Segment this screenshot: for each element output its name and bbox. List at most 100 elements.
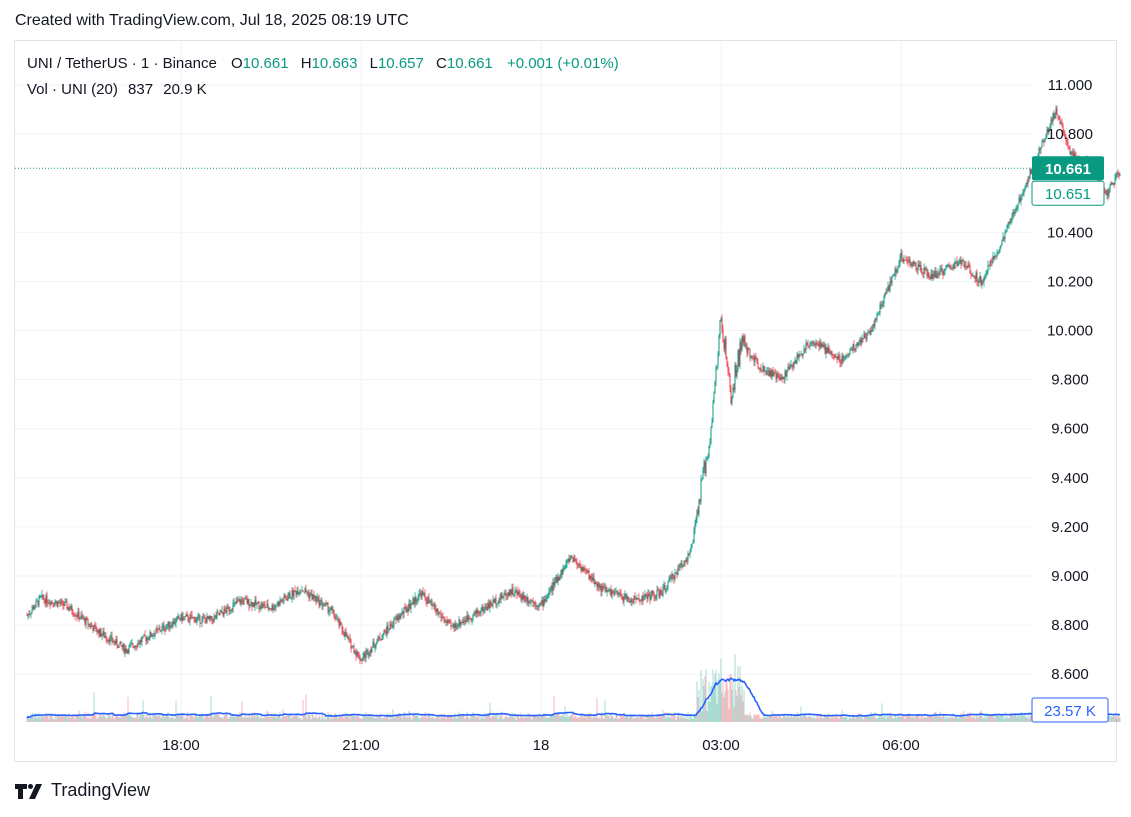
legend-volume-label[interactable]: Vol · UNI (20) — [27, 81, 118, 98]
candle-body — [72, 612, 74, 615]
volume-bar — [949, 715, 951, 722]
volume-bar — [338, 715, 340, 722]
volume-bar — [1115, 715, 1117, 722]
volume-bar — [344, 712, 346, 722]
volume-bar — [468, 718, 470, 722]
volume-bar — [547, 718, 549, 722]
volume-bar — [120, 715, 122, 722]
candle-body — [392, 624, 394, 628]
candle-body — [207, 616, 209, 620]
candle-body — [299, 590, 301, 593]
candle-body — [766, 371, 768, 375]
volume-bar — [135, 717, 137, 722]
legend-low-value: 10.657 — [377, 55, 424, 72]
candle-body — [120, 641, 122, 646]
candle-body — [37, 600, 39, 606]
candle-body — [783, 377, 785, 380]
candle-body — [154, 633, 156, 637]
volume-bar — [538, 712, 540, 722]
volume-bar — [899, 717, 901, 722]
volume-bar — [502, 719, 504, 722]
volume-bar — [738, 686, 740, 722]
volume-bar — [158, 715, 160, 722]
volume-bar — [908, 713, 910, 722]
candle-body — [38, 596, 40, 606]
volume-bar — [225, 712, 227, 722]
volume-bar — [125, 713, 127, 722]
volume-bar — [269, 717, 271, 722]
candle-body — [985, 274, 987, 277]
candle-body — [475, 609, 477, 614]
candle-body — [872, 323, 874, 332]
volume-bar — [922, 718, 924, 722]
candle-body — [688, 553, 690, 555]
candle-body — [927, 273, 929, 277]
candle-body — [241, 599, 243, 601]
volume-bar — [665, 718, 667, 722]
candle-body — [386, 625, 388, 635]
volume-bar — [59, 716, 61, 722]
last-price-badge — [1032, 156, 1104, 181]
volume-bar — [912, 716, 914, 722]
candle-body — [873, 323, 875, 326]
candle-body — [346, 635, 348, 637]
candle-body — [472, 614, 474, 619]
candle-body — [484, 606, 486, 611]
volume-bar — [570, 714, 572, 722]
volume-bar — [478, 714, 480, 722]
candle-body — [902, 258, 904, 262]
volume-bar — [439, 718, 441, 722]
volume-bar — [296, 715, 298, 722]
volume-bar — [581, 713, 583, 722]
volume-bar — [84, 711, 86, 722]
candle-body — [945, 265, 947, 269]
candle-body — [756, 357, 758, 363]
candle-body — [328, 610, 330, 613]
candle-body — [658, 590, 660, 597]
volume-bar — [699, 708, 701, 722]
volume-bar — [491, 716, 493, 722]
volume-bar — [524, 717, 526, 722]
volume-bar — [837, 717, 839, 722]
volume-bar — [386, 713, 388, 722]
x-axis: 18:00 21:00 18 03:00 06:00 — [162, 737, 920, 754]
candle-body — [960, 259, 962, 265]
candle-body — [1107, 189, 1109, 196]
candle-body — [324, 603, 326, 606]
volume-bar — [430, 718, 432, 722]
chart-pane[interactable] — [14, 40, 1117, 762]
volume-bar — [230, 714, 232, 722]
candle-body — [835, 356, 837, 358]
candle-body — [957, 263, 959, 267]
volume-bar — [644, 715, 646, 722]
candle-body — [706, 458, 708, 460]
volume-bar — [233, 716, 235, 722]
volume-bar — [140, 714, 142, 722]
volume-bar — [285, 716, 287, 722]
candle-body — [975, 272, 977, 279]
candle-body — [928, 273, 930, 278]
candle-body — [668, 579, 670, 582]
volume-bar — [923, 713, 925, 722]
legend-low-label: L — [369, 55, 378, 72]
volume-bar — [907, 713, 909, 722]
footer-brand[interactable]: TradingView — [15, 780, 150, 801]
volume-bar — [858, 714, 860, 722]
volume-bar — [839, 714, 841, 722]
candle-body — [348, 638, 350, 640]
candle-body — [745, 344, 747, 346]
candle-body — [393, 618, 395, 625]
candle-body — [1053, 113, 1055, 118]
candle-body — [105, 636, 107, 639]
volume-bar — [378, 717, 380, 722]
candle-body — [315, 596, 317, 602]
candle-body — [70, 606, 72, 610]
candle-body — [417, 597, 419, 601]
candle-body — [172, 620, 174, 627]
volume-bar — [218, 713, 220, 722]
volume-bar — [638, 717, 640, 722]
volume-bar — [219, 717, 221, 722]
legend-symbol[interactable]: UNI / TetherUS · 1 · Binance — [27, 55, 217, 72]
volume-bar — [213, 712, 215, 722]
